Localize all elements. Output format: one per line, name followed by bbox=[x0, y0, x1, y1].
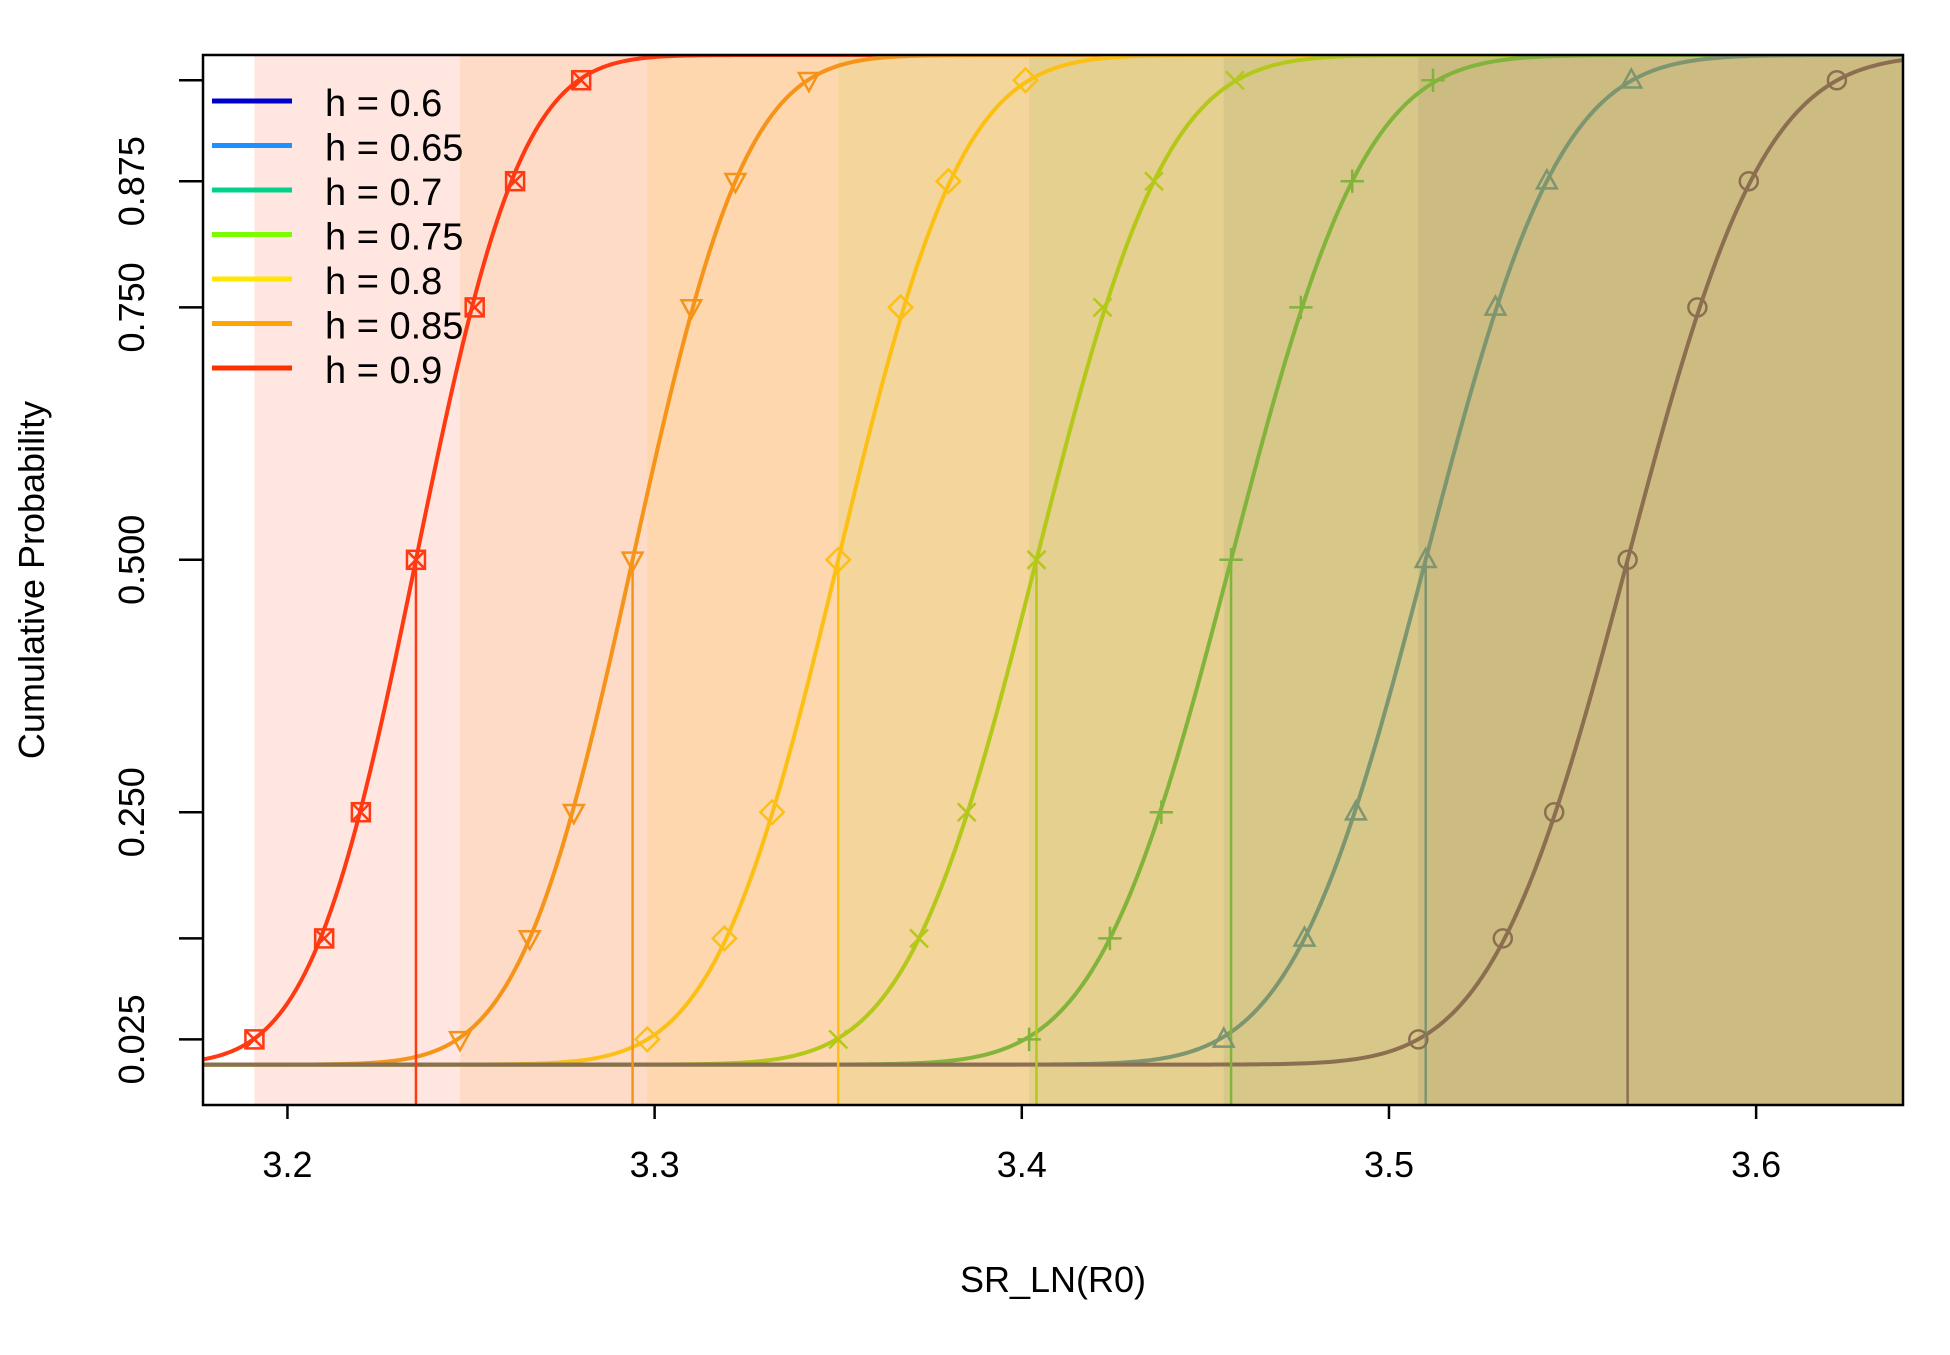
y-tick-label-1: 0.025 bbox=[111, 994, 152, 1084]
shade-region-4 bbox=[838, 55, 1903, 1105]
x-tick-label-5: 3.6 bbox=[1731, 1144, 1781, 1185]
marker-s1-q5 bbox=[464, 297, 485, 318]
x-tick-label-2: 3.3 bbox=[630, 1144, 680, 1185]
marker-s7-q4 bbox=[1617, 549, 1638, 571]
marker-s5-q5 bbox=[1289, 295, 1313, 320]
median-lines bbox=[414, 559, 1629, 1105]
marker-s5-q4 bbox=[1219, 548, 1243, 572]
marker-s4-q2 bbox=[909, 928, 929, 949]
y-tick-label-6: 0.875 bbox=[111, 136, 152, 226]
shade-region-5 bbox=[1029, 55, 1903, 1105]
quantile-markers bbox=[244, 66, 1848, 1053]
marker-s4-q1 bbox=[828, 1029, 849, 1050]
marker-s7-q3 bbox=[1543, 801, 1565, 823]
y-axis-label: Cumulative Probability bbox=[11, 401, 52, 759]
marker-s1-q4 bbox=[405, 549, 427, 571]
y-tick-label-5: 0.750 bbox=[111, 262, 152, 352]
marker-s6-q6 bbox=[1534, 167, 1559, 190]
marker-s4-q3 bbox=[956, 802, 977, 823]
marker-s5-q7 bbox=[1421, 68, 1445, 92]
marker-s4-q5 bbox=[1092, 297, 1113, 318]
marker-s3-q4 bbox=[824, 546, 852, 574]
marker-s7-q6 bbox=[1738, 170, 1760, 192]
cdf-curve-1 bbox=[203, 55, 1903, 1062]
shade-region-3 bbox=[647, 55, 1903, 1105]
marker-s5-q6 bbox=[1340, 169, 1364, 193]
axes: 3.2 3.3 3.4 3.5 3.6 0.025 0.250 0.500 0.750 0.875 bbox=[111, 53, 1905, 1185]
marker-s6-q5 bbox=[1483, 294, 1508, 316]
shaded-regions bbox=[254, 55, 1903, 1105]
legend-label-6: h = 0.85 bbox=[325, 306, 463, 348]
marker-s3-q7 bbox=[1011, 66, 1039, 94]
shade-region-2 bbox=[460, 55, 1903, 1105]
legend-label-1: h = 0.6 bbox=[325, 83, 442, 125]
y-tick-label-4: 0.500 bbox=[111, 515, 152, 605]
marker-s4-q7 bbox=[1224, 70, 1245, 91]
legend-label-5: h = 0.8 bbox=[325, 261, 442, 303]
marker-s3-q1 bbox=[633, 1025, 661, 1053]
marker-s7-q7 bbox=[1826, 69, 1848, 91]
marker-s2-q2 bbox=[517, 929, 542, 952]
marker-s2-q6 bbox=[723, 172, 748, 195]
marker-s3-q3 bbox=[758, 798, 786, 826]
marker-s4-q4 bbox=[1026, 549, 1047, 570]
marker-s4-q6 bbox=[1144, 171, 1164, 192]
legend-label-4: h = 0.75 bbox=[325, 217, 463, 259]
marker-s7-q1 bbox=[1408, 1029, 1429, 1050]
marker-s5-q2 bbox=[1098, 926, 1122, 951]
marker-s6-q3 bbox=[1343, 798, 1368, 821]
marker-s1-q3 bbox=[350, 801, 372, 823]
marker-s2-q3 bbox=[561, 803, 586, 826]
y-tick-label-3: 0.250 bbox=[111, 767, 152, 857]
marker-s2-q4 bbox=[620, 551, 645, 574]
marker-s7-q2 bbox=[1492, 928, 1514, 949]
plot-frame bbox=[201, 53, 1905, 1107]
x-tick-label-4: 3.5 bbox=[1364, 1144, 1414, 1185]
marker-s1-q7 bbox=[570, 69, 592, 91]
legend-label-7: h = 0.9 bbox=[325, 350, 442, 392]
marker-s1-q2 bbox=[313, 928, 335, 949]
marker-s6-q7 bbox=[1619, 66, 1644, 89]
marker-s6-q2 bbox=[1292, 925, 1317, 947]
marker-s2-q1 bbox=[448, 1030, 473, 1053]
marker-s1-q6 bbox=[504, 170, 526, 192]
legend-label-3: h = 0.7 bbox=[325, 172, 442, 214]
x-axis-label: SR_LN(R0) bbox=[960, 1259, 1146, 1300]
marker-s1-q1 bbox=[244, 1029, 265, 1050]
shade-region-7 bbox=[1418, 55, 1903, 1105]
cdf-curve-2 bbox=[203, 55, 1903, 1067]
marker-s5-q1 bbox=[1017, 1027, 1041, 1052]
shade-region-6 bbox=[1223, 55, 1903, 1105]
x-tick-label-3: 3.4 bbox=[997, 1144, 1047, 1185]
legend: h = 0.6h = 0.65h = 0.7h = 0.75h = 0.8h =… bbox=[212, 83, 463, 392]
legend-label-2: h = 0.65 bbox=[325, 128, 463, 170]
cdf-curve-7 bbox=[203, 58, 1903, 1067]
marker-s6-q4 bbox=[1413, 546, 1438, 569]
x-tick-label-1: 3.2 bbox=[262, 1144, 312, 1185]
marker-s5-q3 bbox=[1149, 800, 1174, 824]
marker-s2-q5 bbox=[679, 298, 704, 321]
marker-s3-q5 bbox=[887, 293, 915, 321]
marker-s6-q1 bbox=[1211, 1025, 1236, 1048]
marker-s3-q6 bbox=[934, 167, 962, 195]
marker-s7-q5 bbox=[1687, 297, 1708, 318]
marker-s2-q7 bbox=[796, 71, 821, 94]
marker-s3-q2 bbox=[710, 924, 738, 952]
